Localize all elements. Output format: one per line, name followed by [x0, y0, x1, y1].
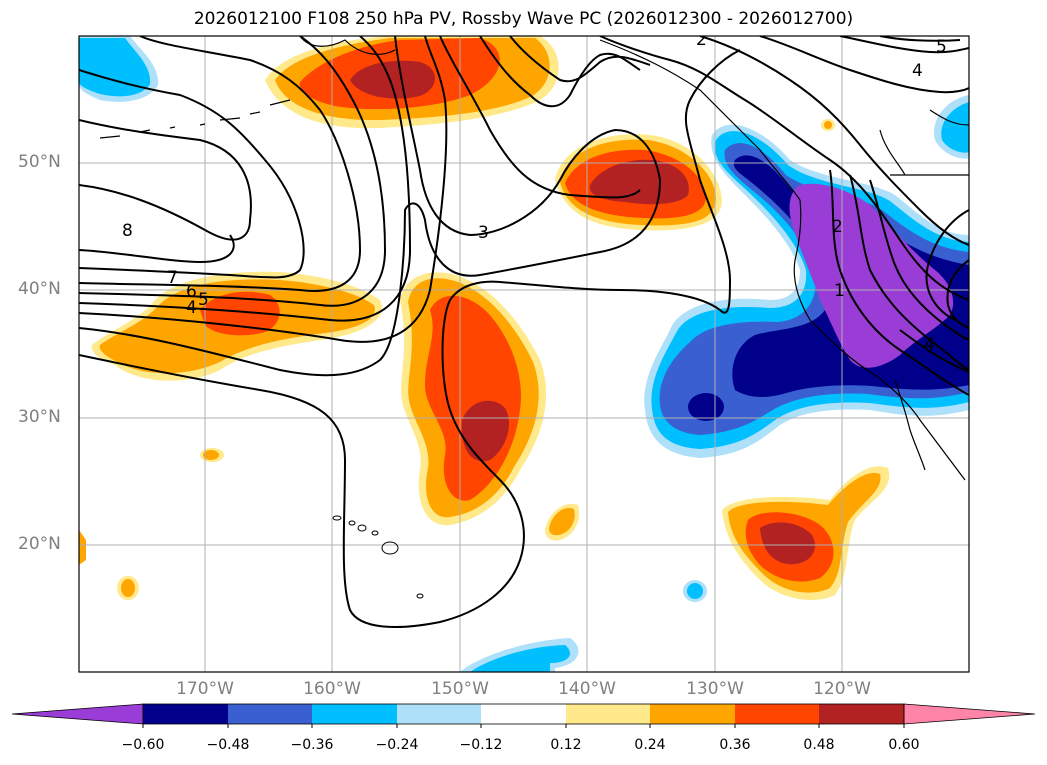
contour-label: 5 — [936, 37, 947, 57]
contour-label: 4 — [912, 61, 923, 81]
colorbar — [11, 703, 1036, 728]
longitude-label: 160°W — [303, 679, 361, 699]
colorbar-tick-label: −0.24 — [375, 737, 419, 753]
contour-label: 1 — [834, 281, 845, 301]
map-frame — [78, 35, 970, 673]
contour-label: 4 — [186, 298, 197, 318]
contour-label: 7 — [167, 268, 178, 288]
longitude-label: 170°W — [176, 679, 234, 699]
latitude-label: 30°N — [18, 407, 61, 427]
colorbar-tick-label: −0.60 — [121, 737, 165, 753]
latitude-label: 20°N — [18, 534, 61, 554]
colorbar-under-arrow — [11, 703, 144, 725]
map-title: 2026012100 F108 250 hPa PV, Rossby Wave … — [193, 9, 854, 29]
contour-label: 4 — [924, 335, 935, 355]
colorbar-tick-label: 0.60 — [888, 737, 920, 753]
colorbar-over-arrow — [903, 703, 1036, 725]
longitude-label: 130°W — [686, 679, 744, 699]
longitude-label: 140°W — [558, 679, 616, 699]
contour-label: 5 — [198, 290, 209, 310]
colorbar-tick-label: −0.48 — [206, 737, 250, 753]
colorbar-tick-label: 0.24 — [634, 737, 666, 753]
contour-label: 6 — [186, 282, 197, 302]
colorbar-tick-label: 0.12 — [550, 737, 582, 753]
colorbar-tick-label: 0.36 — [719, 737, 751, 753]
longitude-label: 120°W — [813, 679, 871, 699]
colorbar-tick-label: −0.12 — [459, 737, 503, 753]
contour-label: 3 — [478, 223, 489, 243]
latitude-label: 40°N — [18, 279, 61, 299]
colorbar-tick-label: −0.36 — [290, 737, 334, 753]
longitude-label: 150°W — [431, 679, 489, 699]
contour-label: 2 — [832, 217, 843, 237]
colorbar-tick-label: 0.48 — [803, 737, 835, 753]
contour-label: 8 — [122, 221, 133, 241]
latitude-label: 50°N — [18, 152, 61, 172]
contour-label: 2 — [696, 30, 707, 50]
